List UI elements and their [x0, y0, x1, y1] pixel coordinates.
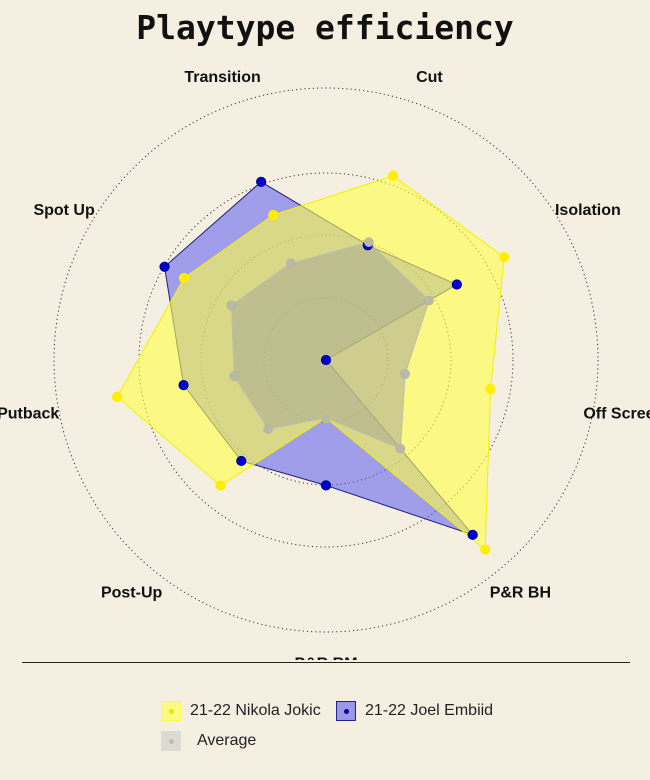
point-series0-2	[499, 252, 510, 263]
legend-swatch-jokic	[161, 701, 181, 721]
axis-label-7: Putback	[0, 406, 59, 423]
legend-item-embiid: 21-22 Joel Embiid	[336, 701, 493, 721]
point-series0-7	[111, 391, 123, 402]
point-series1-4	[467, 529, 478, 540]
point-series0-6	[215, 480, 226, 491]
point-series0-4	[479, 544, 491, 555]
point-series0-8	[178, 272, 190, 284]
legend-label-embiid: 21-22 Joel Embiid	[365, 702, 494, 719]
radar-points	[111, 170, 510, 555]
point-series2-3	[400, 369, 410, 379]
point-series2-0	[286, 258, 296, 269]
point-series1-8	[159, 261, 170, 272]
point-series2-4	[395, 443, 406, 454]
axis-label-1: Cut	[416, 69, 443, 86]
point-series0-0	[268, 209, 279, 221]
legend-label-average: Average	[197, 732, 257, 749]
radar-chart: Transition Cut Isolation Off Screen P&R BH P&…	[0, 69, 650, 660]
legend-label-jokic: 21-22 Nikola Jokic	[190, 702, 321, 719]
point-series0-3	[485, 383, 496, 395]
chart-title: Playtype efficiency	[136, 8, 514, 47]
point-series2-1	[364, 237, 374, 248]
point-series1-2	[451, 279, 462, 290]
point-series2-7	[229, 371, 240, 381]
point-series1-3	[320, 354, 332, 366]
radar-axis-labels: Transition Cut Isolation Off Screen P&R BH P&…	[0, 69, 650, 660]
point-series2-8	[226, 300, 237, 311]
legend-divider	[22, 662, 630, 663]
axis-label-8: Spot Up	[33, 202, 95, 219]
axis-label-0: Transition	[184, 69, 260, 86]
axis-label-6: Post-Up	[101, 585, 163, 602]
legend-swatch-embiid	[336, 701, 356, 721]
legend-item-jokic: 21-22 Nikola Jokic	[161, 701, 321, 721]
axis-label-5: P&R RM	[294, 655, 357, 660]
point-series1-7	[178, 380, 189, 391]
radar-series	[116, 175, 505, 551]
legend-item-average: Average	[161, 731, 256, 751]
point-series0-1	[387, 170, 399, 181]
grid-circle-outer	[53, 87, 599, 633]
point-series1-6	[236, 455, 247, 467]
series-polygon-2	[230, 241, 430, 450]
axis-label-4: P&R BH	[490, 585, 551, 602]
point-series1-5	[320, 480, 332, 491]
point-series2-6	[263, 424, 273, 434]
grid-circle-3	[138, 172, 514, 548]
point-series2-5	[321, 413, 331, 423]
point-series2-2	[424, 295, 434, 306]
legend-swatch-average	[161, 731, 181, 751]
axis-label-2: Isolation	[555, 202, 621, 219]
axis-label-3: Off Screen	[583, 406, 650, 423]
point-series1-0	[256, 176, 267, 187]
